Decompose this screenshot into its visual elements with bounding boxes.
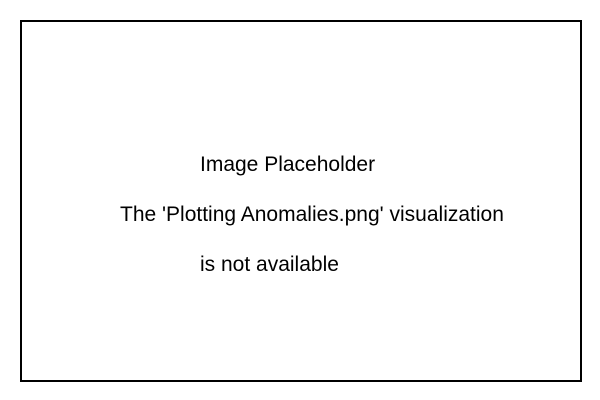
placeholder-title: Image Placeholder [200,153,376,176]
placeholder-message-line-2: is not available [200,253,339,276]
placeholder-frame [20,20,582,382]
placeholder-message-line-1: The 'Plotting Anomalies.png' visualizati… [120,203,504,226]
